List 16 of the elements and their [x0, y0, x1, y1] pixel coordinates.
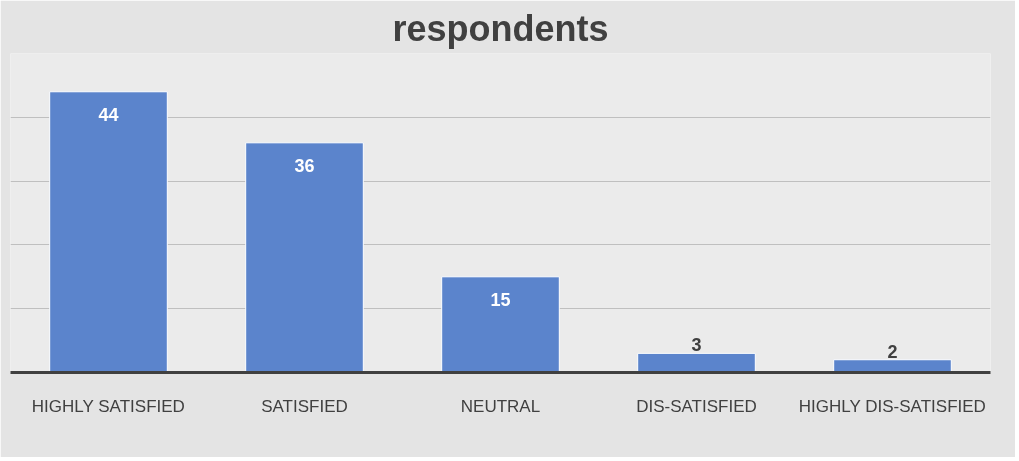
x-tick-label: HIGHLY DIS-SATISFIED: [798, 396, 986, 416]
data-label: 15: [490, 289, 511, 310]
bar: [833, 359, 952, 373]
chart-title: respondents: [392, 7, 609, 49]
data-label: 44: [98, 104, 119, 125]
data-label: 3: [691, 335, 702, 356]
bar: [245, 142, 364, 373]
data-label: 2: [887, 341, 898, 362]
x-tick-label: HIGHLY SATISFIED: [31, 396, 185, 416]
bar: [637, 352, 756, 373]
x-tick-label: NEUTRAL: [460, 396, 541, 416]
bar: [49, 91, 168, 373]
data-label: 36: [294, 155, 315, 176]
x-tick-label: SATISFIED: [261, 396, 348, 416]
bar: [441, 276, 560, 373]
x-tick-label: DIS-SATISFIED: [636, 396, 757, 416]
